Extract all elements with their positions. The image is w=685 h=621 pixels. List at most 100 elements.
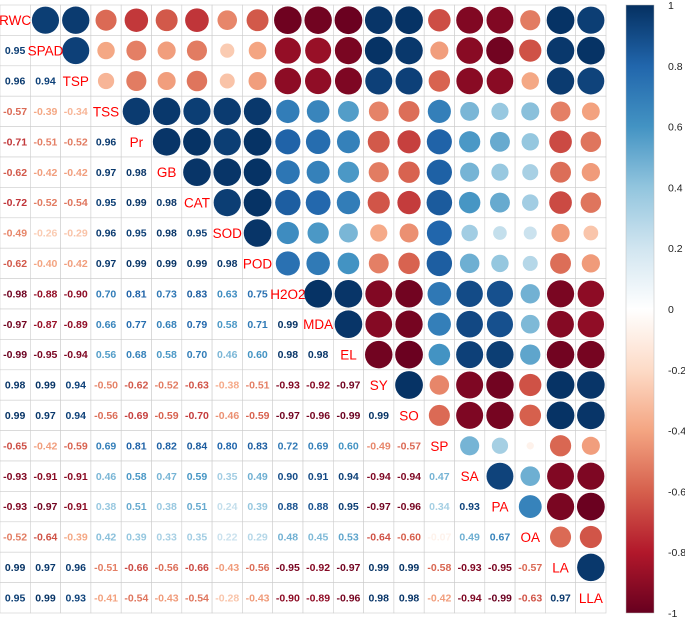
corr-circle-POD-MDA	[306, 251, 330, 276]
corr-circle-Pr-LLA	[580, 131, 602, 153]
grid-cell	[211, 521, 243, 553]
grid-cell	[272, 491, 304, 523]
corr-value-SO-SOD: -0.46	[215, 410, 239, 422]
grid-cell	[60, 582, 92, 614]
corr-value-SO-Pr: -0.69	[124, 410, 148, 422]
corr-circle-SPAD-POD	[248, 41, 267, 60]
corr-value-SA-TSP: -0.91	[64, 471, 88, 483]
grid-cell	[181, 582, 213, 614]
corr-value-SO-CAT: -0.70	[185, 410, 209, 422]
corr-value-SP-POD: 0.83	[247, 440, 268, 452]
corr-circle-SOD-LLA	[583, 225, 599, 241]
corr-value-SO-TSS: -0.56	[94, 410, 118, 422]
corr-value-TSS-TSP: -0.34	[64, 106, 88, 118]
corr-circle-TSP-GB	[157, 71, 176, 91]
corr-circle-TSS-SOD	[213, 97, 241, 126]
corr-circle-TSP-SOD	[219, 73, 235, 89]
corr-value-PA-POD: 0.39	[247, 501, 268, 513]
grid-cell	[90, 308, 122, 340]
corr-circle-TSP-MDA	[304, 67, 332, 95]
grid-cell	[332, 582, 364, 614]
grid-cell	[120, 582, 152, 614]
corr-value-LA-CAT: -0.66	[185, 562, 209, 574]
corr-circle-POD-LLA	[581, 254, 600, 273]
colorbar-tick-label: 1	[668, 0, 674, 12]
corr-circle-Pr-OA	[521, 133, 539, 151]
grid-cell	[272, 339, 304, 371]
corr-circle-GB-CAT	[183, 158, 211, 187]
corr-circle-SO-LA	[546, 401, 575, 430]
corr-value-TSS-RWC: -0.57	[3, 106, 27, 118]
corr-circle-PA-OA	[518, 495, 542, 519]
grid-cell	[302, 551, 334, 583]
corr-circle-CAT-H2O2	[275, 189, 301, 216]
grid-cell	[181, 369, 213, 401]
corr-value-LA-TSP: 0.96	[66, 562, 87, 574]
grid-cell	[423, 460, 455, 492]
variable-label-SPAD: SPAD	[28, 44, 64, 59]
grid-cell	[242, 278, 273, 310]
corr-value-CAT-GB: 0.98	[156, 197, 177, 209]
corr-value-CAT-Pr: 0.99	[126, 197, 147, 209]
colorbar-tick-label: 0.8	[668, 61, 683, 73]
grid-cell	[363, 369, 395, 401]
corr-value-POD-SPAD: -0.40	[33, 258, 57, 270]
corr-value-EL-GB: 0.58	[156, 349, 177, 361]
grid-cell	[151, 430, 183, 462]
colorbar-tick-label: -0.2	[668, 365, 685, 377]
grid-cell	[211, 369, 243, 401]
grid-cell	[120, 521, 152, 553]
grid-cell	[211, 217, 243, 249]
corr-circle-H2O2-SP	[427, 281, 452, 306]
corr-circle-EL-SY	[365, 340, 393, 369]
corr-value-SP-SPAD: -0.42	[33, 440, 57, 452]
corr-circle-SA-LA	[547, 462, 575, 490]
corr-circle-SP-LLA	[581, 436, 600, 455]
corr-circle-CAT-POD	[243, 188, 272, 217]
corr-circle-Pr-GB	[152, 127, 181, 156]
variable-label-EL: EL	[340, 348, 357, 363]
corr-circle-TSP-EL	[334, 67, 362, 95]
corr-circle-RWC-H2O2	[274, 6, 302, 35]
corr-value-SP-Pr: 0.81	[126, 440, 147, 452]
grid-cell	[60, 95, 92, 127]
corr-value-SP-GB: 0.82	[156, 440, 177, 452]
corr-value-LLA-RWC: 0.95	[5, 592, 26, 604]
variable-label-SA: SA	[461, 469, 479, 484]
colorbar: 1 0.8 0.6 0.4 0.2 0 -0.2 -0.4 -0.6 -0.8 -1	[625, 0, 685, 620]
grid-cell	[242, 491, 273, 523]
corr-circle-SPAD-TSP	[62, 37, 90, 65]
grid-cell	[0, 521, 31, 553]
grid-cell	[484, 551, 516, 583]
grid-cell	[29, 247, 61, 279]
grid-cell	[60, 65, 92, 97]
corr-circle-TSS-SP	[427, 99, 451, 123]
corr-value-SY-GB: -0.52	[155, 380, 179, 392]
corr-value-SA-SO: -0.94	[397, 471, 421, 483]
corr-circle-Pr-H2O2	[275, 129, 301, 155]
corr-value-SY-SOD: -0.38	[215, 380, 239, 392]
corr-circle-TSS-GB	[152, 97, 181, 126]
corr-circle-RWC-POD	[246, 9, 269, 32]
grid-cell	[242, 247, 273, 279]
corr-circle-RWC-SO	[395, 6, 423, 35]
variable-label-H2O2: H2O2	[270, 287, 305, 302]
grid-cell	[423, 551, 455, 583]
corr-circle-SPAD-MDA	[305, 37, 332, 64]
corr-circle-TSP-OA	[521, 72, 539, 90]
corr-value-SA-EL: 0.94	[338, 471, 359, 483]
corr-value-SOD-TSS: 0.96	[96, 228, 117, 240]
corr-circle-RWC-EL	[334, 6, 363, 35]
corr-circle-SOD-PA	[493, 226, 507, 240]
corr-value-SOD-GB: 0.98	[156, 228, 177, 240]
corr-circle-SPAD-H2O2	[274, 37, 301, 64]
grid-cell	[60, 399, 92, 431]
corr-value-H2O2-RWC: -0.98	[3, 288, 27, 300]
corr-circle-SO-LLA	[577, 401, 605, 430]
corr-value-OA-SP: -0.07	[427, 532, 451, 544]
grid-cell	[575, 582, 607, 614]
corr-value-PA-TSS: 0.38	[96, 501, 117, 513]
corr-value-SA-MDA: 0.91	[308, 471, 329, 483]
matrix-grid	[0, 4, 607, 614]
